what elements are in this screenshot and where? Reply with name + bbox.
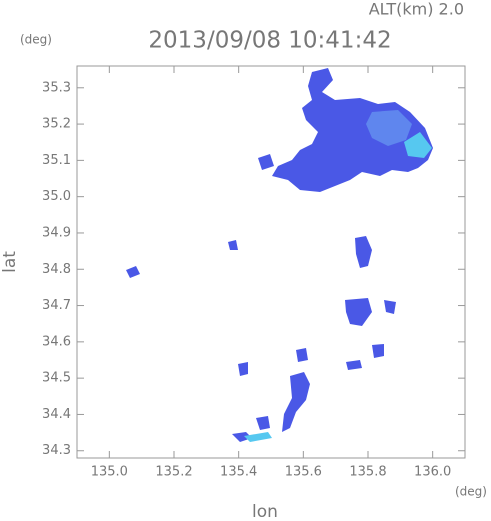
echo <box>238 362 248 376</box>
echo <box>232 432 252 442</box>
echo <box>296 348 308 362</box>
y-tick-label: 34.9 <box>42 225 71 240</box>
x-tick-label: 135.0 <box>91 465 128 480</box>
echo <box>228 240 238 250</box>
chart-title: 2013/09/08 10:41:42 <box>148 28 391 54</box>
echo <box>345 298 372 326</box>
y-tick-label: 34.3 <box>42 443 71 458</box>
y-tick-label: 34.7 <box>42 298 71 313</box>
y-tick-label: 34.5 <box>42 371 71 386</box>
y-tick-label: 34.4 <box>42 407 71 422</box>
y-tick-label: 34.6 <box>42 334 71 349</box>
y-tick-label: 35.1 <box>42 153 71 168</box>
radar-echoes <box>126 68 433 442</box>
echo <box>244 432 272 442</box>
echo <box>404 132 432 158</box>
plot-frame <box>76 65 466 459</box>
x-tick-label: 136.0 <box>414 465 451 480</box>
y-unit: (deg) <box>20 33 52 47</box>
altitude-label: ALT(km) 2.0 <box>369 0 464 19</box>
echo <box>355 236 372 268</box>
x-tick-label: 135.8 <box>349 465 386 480</box>
y-tick-label: 35.0 <box>42 189 71 204</box>
echo <box>258 154 274 170</box>
x-tick-label: 135.6 <box>285 465 322 480</box>
echo <box>366 110 412 146</box>
y-tick-label: 34.8 <box>42 262 71 277</box>
y-tick-label: 35.2 <box>42 117 71 132</box>
echo <box>384 300 396 314</box>
echo <box>346 360 362 370</box>
y-tick-label: 35.3 <box>42 80 71 95</box>
x-unit: (deg) <box>455 485 487 499</box>
x-tick-label: 135.4 <box>220 465 257 480</box>
echo <box>282 372 310 432</box>
echo <box>256 416 270 430</box>
y-axis-label: lat <box>0 251 20 273</box>
echo <box>372 344 384 358</box>
echo <box>126 266 140 278</box>
echo <box>272 68 433 192</box>
x-tick-label: 135.2 <box>155 465 192 480</box>
x-axis-label: lon <box>252 502 278 521</box>
